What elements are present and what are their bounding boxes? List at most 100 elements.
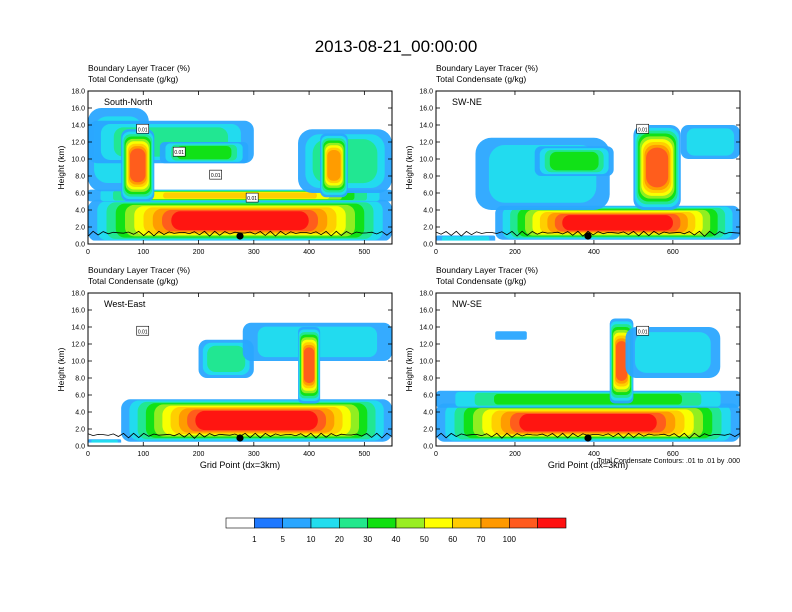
colorbar-label: 100	[503, 535, 517, 544]
shaded-cell	[195, 410, 318, 431]
shaded-cell	[130, 148, 146, 183]
x-tick-label: 0	[434, 249, 438, 256]
y-tick-label: 2.0	[75, 225, 85, 232]
x-tick-label: 400	[303, 451, 315, 458]
contour-label-text: 0.01	[138, 127, 148, 133]
contour-label: 0.01	[636, 325, 650, 336]
plot-frame	[87, 292, 393, 447]
ground	[88, 240, 392, 244]
x-tick-label: 100	[137, 451, 149, 458]
y-axis-label: Height (km)	[404, 347, 414, 391]
contour-label: 0.01	[209, 169, 222, 180]
colorbar: 1 5 10 20 30 40 50 60 70 100	[225, 517, 567, 544]
colorbar-swatch	[367, 517, 397, 529]
contour-label: 0.01	[636, 123, 650, 134]
ground	[436, 240, 740, 244]
contour-label-text: 0.01	[211, 173, 221, 179]
colorbar-swatch	[282, 517, 312, 529]
y-tick-label: 0.0	[75, 444, 85, 451]
data-region	[534, 146, 614, 176]
x-axis-label: Grid Point (dx=3km)	[200, 460, 280, 470]
figure-title: 2013-08-21_00:00:00	[315, 37, 478, 56]
panel-west-east: 0.01 0.0 2.0 4.0 6.0 8.0 10.0 12.0 14.0 16.0 18.0 0…	[56, 265, 393, 470]
y-tick-label: 4.0	[423, 410, 433, 417]
x-tick-label: 100	[137, 249, 149, 256]
panel-name: South-North	[104, 97, 153, 107]
panel-nw-se: 0.01 0.0 2.0 4.0 6.0 8.0 10.0 12.0 14.0 16.0 18.0 0…	[404, 265, 741, 470]
panel-name: West-East	[104, 299, 146, 309]
y-tick-label: 18.0	[419, 291, 433, 298]
contour-label-text: 0.01	[138, 329, 148, 335]
contour-label-text: 0.01	[638, 329, 648, 335]
shaded-cell	[616, 341, 628, 381]
location-marker	[584, 434, 592, 442]
contour-label: 0.01	[136, 123, 150, 134]
y-tick-label: 18.0	[71, 291, 85, 298]
colorbar-label: 70	[477, 535, 486, 544]
contour-label-text: 0.01	[174, 150, 184, 156]
plot-frame	[87, 90, 393, 245]
data-region	[436, 390, 740, 408]
subtitle-condensate: Total Condensate (g/kg)	[436, 74, 526, 84]
colorbar-swatch	[310, 517, 340, 529]
y-tick-label: 18.0	[71, 89, 85, 96]
data-region	[88, 199, 392, 242]
y-tick-label: 14.0	[419, 325, 433, 332]
shaded-cell	[303, 347, 315, 384]
plot-frame	[435, 292, 741, 447]
location-marker	[236, 434, 244, 442]
x-tick-label: 0	[86, 451, 90, 458]
subtitle-condensate: Total Condensate (g/kg)	[88, 276, 178, 286]
x-tick-label: 600	[667, 451, 679, 458]
subtitle-tracer: Boundary Layer Tracer (%)	[88, 63, 190, 73]
shaded-cell	[646, 147, 669, 188]
y-tick-label: 16.0	[71, 106, 85, 113]
y-tick-label: 8.0	[75, 376, 85, 383]
plot-frame	[435, 90, 741, 245]
y-tick-label: 14.0	[419, 123, 433, 130]
x-tick-label: 300	[248, 249, 260, 256]
y-axis-label: Height (km)	[404, 145, 414, 189]
y-tick-label: 6.0	[75, 393, 85, 400]
y-tick-label: 8.0	[423, 376, 433, 383]
y-tick-label: 6.0	[423, 393, 433, 400]
colorbar-label: 10	[307, 535, 316, 544]
colorbar-swatch	[537, 517, 567, 529]
shaded-cell	[163, 192, 317, 199]
colorbar-label: 50	[420, 535, 429, 544]
y-tick-label: 14.0	[71, 325, 85, 332]
ground	[88, 442, 392, 446]
colorbar-swatch	[509, 517, 538, 529]
x-tick-label: 500	[359, 451, 371, 458]
contour-label: 0.01	[245, 192, 259, 203]
subtitle-condensate: Total Condensate (g/kg)	[436, 276, 526, 286]
shaded-cell	[495, 331, 527, 340]
data-region	[625, 327, 721, 378]
y-tick-label: 0.0	[423, 242, 433, 249]
shaded-cell	[549, 151, 599, 171]
x-tick-label: 400	[588, 249, 600, 256]
y-tick-label: 6.0	[75, 191, 85, 198]
x-tick-label: 0	[86, 249, 90, 256]
subtitle-tracer: Boundary Layer Tracer (%)	[436, 63, 538, 73]
shaded-cell	[562, 215, 673, 231]
subtitle-tracer: Boundary Layer Tracer (%)	[88, 265, 190, 275]
ground	[436, 442, 740, 446]
x-tick-label: 600	[667, 249, 679, 256]
y-tick-label: 6.0	[423, 191, 433, 198]
x-tick-label: 500	[359, 249, 371, 256]
y-tick-label: 12.0	[419, 342, 433, 349]
y-tick-label: 2.0	[423, 225, 433, 232]
data-region	[633, 125, 681, 210]
shaded-cell	[519, 413, 657, 432]
y-tick-label: 12.0	[419, 140, 433, 147]
y-tick-label: 10.0	[419, 157, 433, 164]
shaded-cell	[634, 332, 711, 373]
plot-area	[436, 125, 740, 244]
x-tick-label: 200	[193, 249, 205, 256]
location-marker	[584, 232, 592, 240]
shaded-cell	[171, 211, 309, 231]
contour-label: 0.01	[136, 325, 150, 336]
panel-name: NW-SE	[452, 299, 482, 309]
